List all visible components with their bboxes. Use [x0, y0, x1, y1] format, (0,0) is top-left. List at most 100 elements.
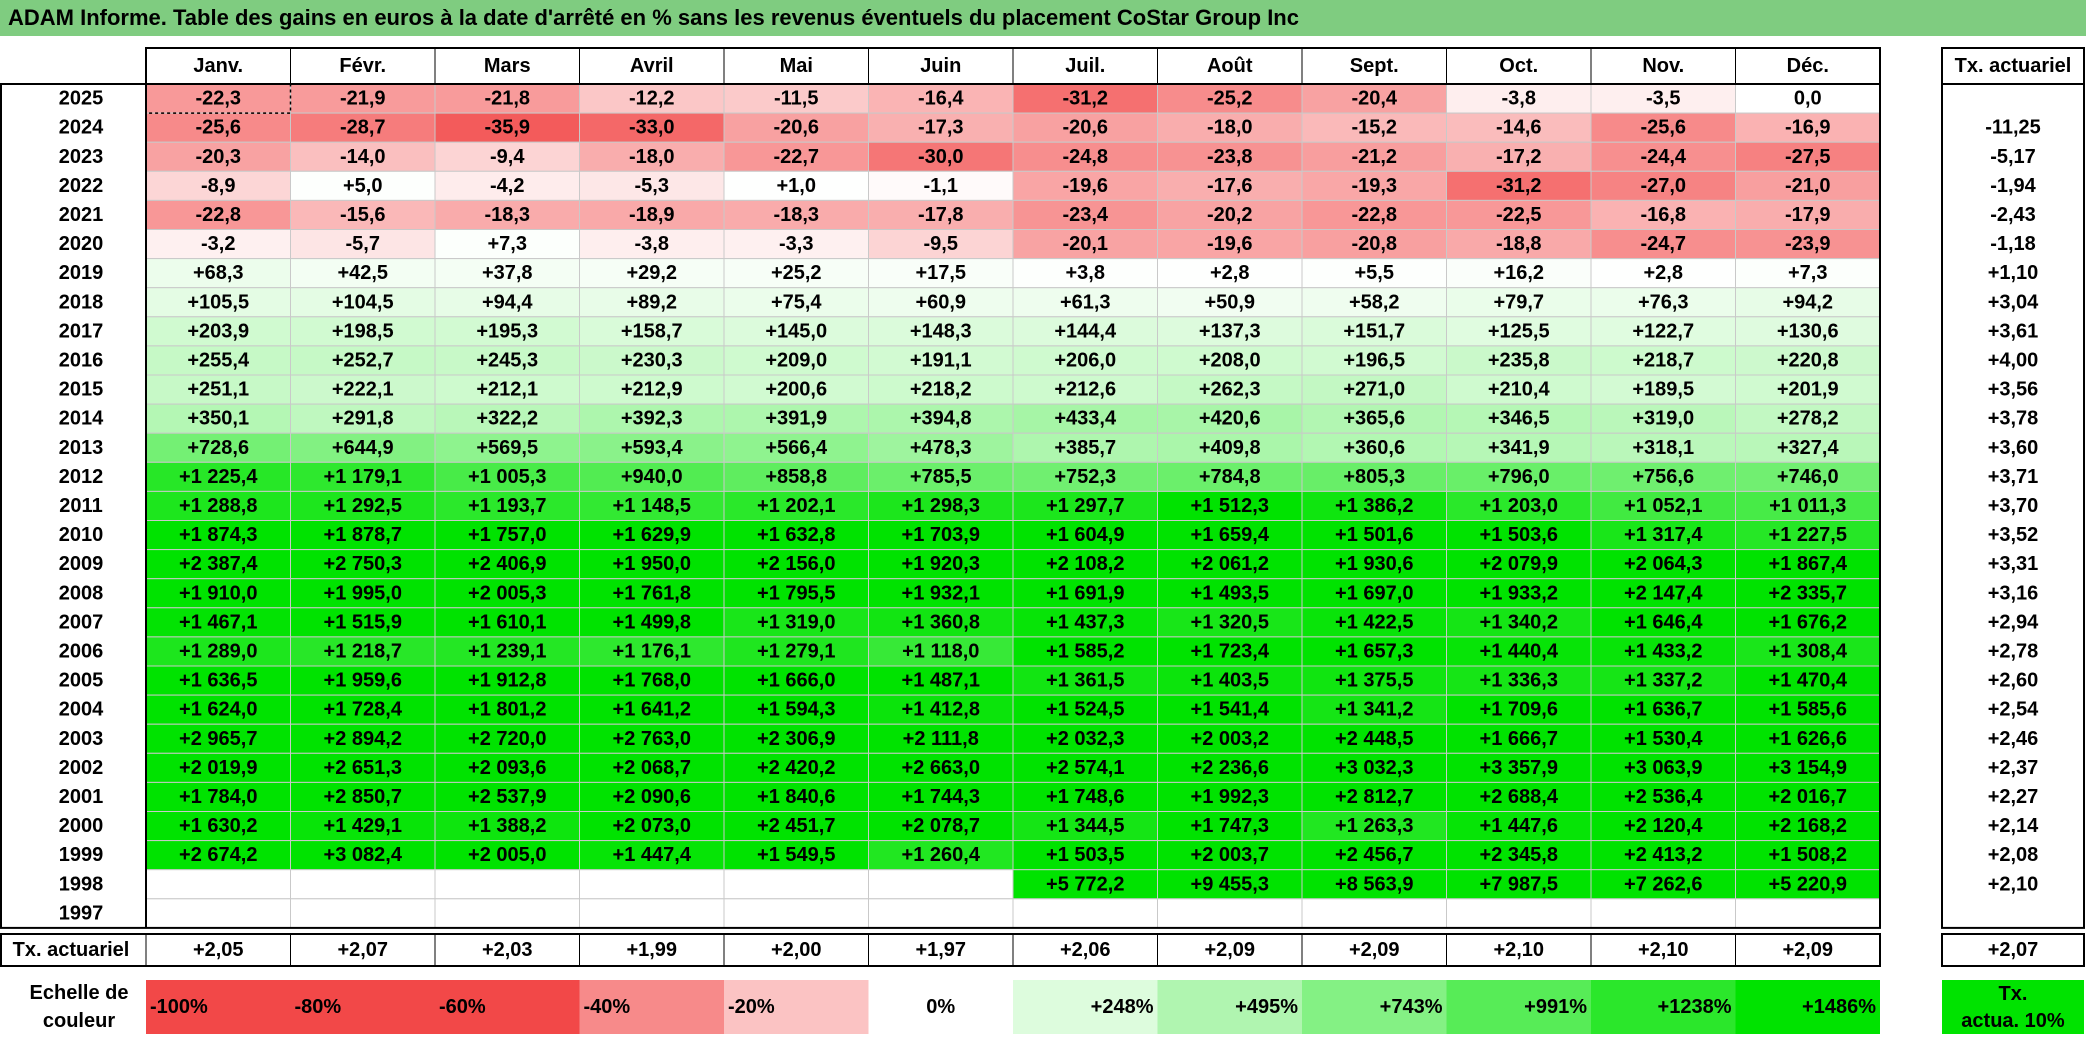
cell-value: +94,4	[482, 291, 533, 313]
heatmap-cell	[1735, 781, 1881, 813]
cell-value: +327,4	[1777, 437, 1840, 459]
heatmap-cell	[434, 461, 580, 492]
scale-step-label: -60%	[439, 996, 486, 1018]
cell-value: +1 629,9	[613, 524, 691, 546]
cell-value: +1 541,4	[1191, 699, 1270, 721]
row-year: 2024	[59, 117, 104, 139]
cell-value: +1 487,1	[902, 670, 980, 692]
footer-value: +2,03	[482, 939, 533, 961]
cell-value: +105,5	[187, 291, 249, 313]
row-year: 2017	[59, 320, 104, 342]
heatmap-cell	[868, 170, 1014, 201]
cell-value: +1 508,2	[1769, 844, 1847, 866]
footer-value: +2,09	[1782, 939, 1833, 961]
scale-swatch	[435, 980, 580, 1034]
scale-step-label: 0%	[926, 996, 955, 1018]
footer-value: +2,00	[771, 939, 822, 961]
heatmap-cell	[434, 490, 580, 521]
heatmap-cell	[1301, 287, 1447, 318]
cell-value: +68,3	[193, 262, 244, 284]
heatmap-cell	[1012, 461, 1158, 492]
heatmap-cell	[1157, 636, 1303, 667]
scale-swatch	[1446, 980, 1591, 1034]
cell-value: +1 263,3	[1335, 815, 1413, 837]
cell-value: +858,8	[765, 466, 827, 488]
cell-value: -5,7	[346, 233, 380, 255]
cell-value: +1 768,0	[613, 670, 691, 692]
footer-annual-frame	[1941, 933, 2085, 967]
cell-value: +796,0	[1488, 466, 1550, 488]
heatmap-cell	[1446, 287, 1592, 318]
cell-value: +8 563,9	[1335, 873, 1413, 895]
cell-value: -23,4	[1062, 204, 1108, 226]
cell-value: -17,2	[1496, 146, 1542, 168]
cell-value: +784,8	[1199, 466, 1261, 488]
cell-value: +37,8	[482, 262, 533, 284]
row-year: 2019	[59, 262, 104, 284]
cell-value: +17,5	[915, 262, 966, 284]
cell-value: -20,8	[1351, 233, 1397, 255]
cell-value: +2 079,9	[1480, 553, 1558, 575]
cell-value: +2 387,4	[179, 553, 258, 575]
heatmap-cell	[290, 141, 436, 172]
cell-value: +144,4	[1054, 320, 1117, 342]
cell-value: +1 992,3	[1191, 786, 1269, 808]
cell-value: +365,6	[1343, 408, 1405, 430]
cell-value: +206,0	[1054, 349, 1116, 371]
heatmap-cell	[723, 752, 869, 783]
row-year: 2022	[59, 175, 104, 197]
row-year: 2000	[59, 815, 104, 837]
cell-value: +1 697,0	[1335, 582, 1413, 604]
cell-value: +3 082,4	[324, 844, 403, 866]
cell-value: -5,3	[635, 175, 669, 197]
cell-value: +1 604,9	[1046, 524, 1124, 546]
annual-value: +3,60	[1988, 437, 2039, 459]
cell-value: +1 630,2	[179, 815, 257, 837]
cell-value: +1 801,2	[468, 699, 546, 721]
scale-swatch	[1013, 980, 1158, 1034]
heatmap-cell	[868, 112, 1014, 143]
cell-value: +76,3	[1638, 291, 1689, 313]
cell-value: +1 148,5	[613, 495, 691, 517]
cell-value: +201,9	[1777, 379, 1839, 401]
annual-value: +2,27	[1988, 786, 2039, 808]
heatmap-cell	[1735, 723, 1881, 754]
cell-value: +1 239,1	[468, 640, 546, 662]
cell-value: +1 344,5	[1046, 815, 1124, 837]
heatmap-cell	[868, 229, 1014, 260]
heatmap-cell	[145, 520, 291, 551]
heatmap-cell	[1301, 461, 1447, 492]
heatmap-cell	[1012, 694, 1158, 725]
cell-value: -21,8	[484, 88, 530, 110]
heatmap-cell	[579, 607, 725, 638]
heatmap-cell	[723, 869, 869, 900]
heatmap-cell	[1157, 723, 1303, 754]
heatmap-cell	[434, 752, 580, 783]
cell-value: +566,4	[765, 437, 828, 459]
heatmap-cell	[290, 520, 436, 551]
cell-value: -14,0	[340, 146, 386, 168]
cell-value: +3 063,9	[1624, 757, 1702, 779]
heatmap-cell	[290, 549, 436, 580]
cell-value: +1 594,3	[757, 699, 835, 721]
heatmap-cell	[723, 432, 869, 463]
heatmap-cell	[1446, 869, 1592, 900]
cell-value: +2 451,7	[757, 815, 835, 837]
heatmap-cell	[1446, 781, 1592, 813]
cell-value: 0,0	[1794, 88, 1822, 110]
annual-value: -1,18	[1990, 233, 2036, 255]
heatmap-cell	[1301, 752, 1447, 783]
cell-value: -3,2	[201, 233, 235, 255]
heatmap-cell	[1446, 578, 1592, 609]
heatmap-cell	[290, 811, 436, 842]
heatmap-cell	[145, 723, 291, 754]
heatmap-cell	[723, 520, 869, 551]
cell-value: +230,3	[621, 349, 683, 371]
cell-value: +1 470,4	[1769, 670, 1848, 692]
cell-value: +125,5	[1488, 320, 1550, 342]
heatmap-cell	[145, 112, 291, 143]
cell-value: +5 220,9	[1769, 873, 1847, 895]
cell-value: +2 068,7	[613, 757, 691, 779]
heatmap-cell	[723, 345, 869, 376]
